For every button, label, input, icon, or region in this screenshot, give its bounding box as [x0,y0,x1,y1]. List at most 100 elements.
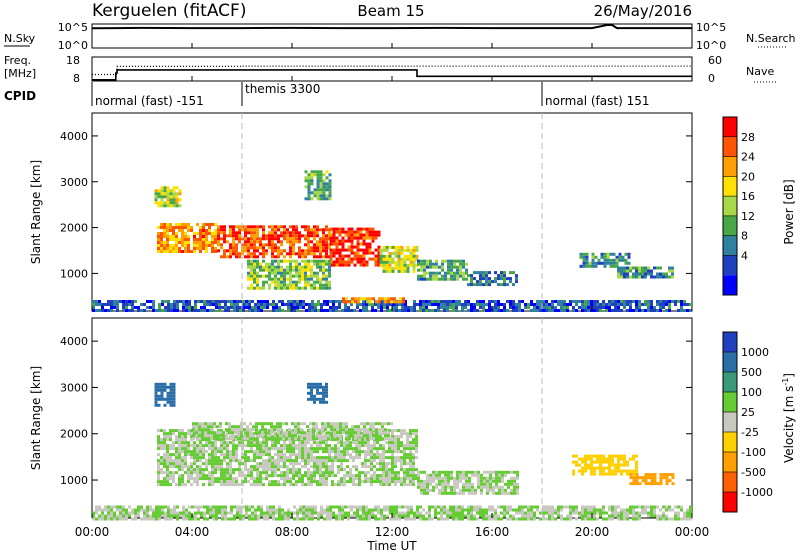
heatmap-cell [128,514,131,518]
heatmap-cell [306,437,309,441]
heatmap-cell [389,309,392,312]
heatmap-cell [455,306,458,309]
heatmap-cell [209,514,212,518]
heatmap-cell [542,505,545,509]
heatmap-cell [375,431,378,435]
heatmap-cell [417,277,420,281]
x-tick-label: 04:00 [175,525,210,539]
heatmap-cell [274,447,277,451]
heatmap-cell [359,254,363,258]
heatmap-cell [149,514,152,518]
heatmap-cell [332,306,335,309]
heatmap-cell [345,428,348,432]
heatmap-cell [256,225,259,229]
heatmap-cell [178,435,181,439]
heatmap-cell [295,265,298,269]
heatmap-cell [277,262,280,266]
heatmap-cell [325,382,328,386]
heatmap-cell [292,474,295,478]
heatmap-cell [500,309,503,312]
heatmap-cell [280,432,283,436]
heatmap-cell [251,300,254,303]
heatmap-cell [187,229,190,232]
heatmap-cell [322,394,325,398]
heatmap-cell [361,471,364,475]
heatmap-cell [474,473,477,477]
heatmap-cell [236,514,239,518]
heatmap-cell [262,259,265,263]
heatmap-cell [310,173,314,177]
heatmap-cell [175,204,179,208]
heatmap-cell [605,306,608,309]
heatmap-cell [501,473,504,477]
heatmap-cell [292,283,295,287]
heatmap-cell [122,303,125,306]
heatmap-cell [527,514,530,518]
heatmap-cell [280,459,283,463]
heatmap-cell [623,511,626,515]
heatmap-cell [307,240,310,244]
heatmap-cell [322,182,326,186]
heatmap-cell [301,483,304,487]
heatmap-cell [316,179,320,183]
heatmap-cell [175,198,179,202]
heatmap-cell [674,303,677,306]
heatmap-cell [419,505,422,509]
heatmap-cell [255,431,258,435]
heatmap-cell [166,438,169,442]
heatmap-cell [394,465,397,469]
heatmap-cell [617,266,620,270]
colorbar-segment [723,176,737,197]
heatmap-cell [110,517,113,521]
heatmap-cell [404,517,407,521]
heatmap-cell [621,255,625,259]
heatmap-cell [603,261,607,265]
heatmap-cell [494,517,497,521]
heatmap-cell [316,265,319,269]
heatmap-cell [620,303,623,306]
heatmap-cell [318,434,321,438]
heatmap-cell [611,517,614,521]
heatmap-cell [512,514,515,518]
heatmap-cell [647,476,651,480]
heatmap-cell [279,434,282,438]
heatmap-cell [569,517,572,521]
heatmap-cell [437,300,440,303]
heatmap-cell [245,511,248,515]
heatmap-cell [492,491,495,495]
heatmap-cell [182,306,185,309]
heatmap-cell [315,434,318,438]
heatmap-cell [199,471,202,475]
heatmap-cell [260,303,263,306]
heatmap-cell [166,456,169,460]
heatmap-cell [176,514,179,518]
heatmap-cell [404,306,407,309]
heatmap-cell [385,456,388,460]
heatmap-cell [387,300,390,304]
heatmap-cell [471,488,474,492]
heatmap-cell [557,309,560,312]
heatmap-cell [416,508,419,512]
heatmap-cell [450,262,453,266]
heatmap-cell [245,306,248,309]
heatmap-cell [253,286,256,290]
heatmap-cell [515,306,518,309]
heatmap-cell [382,257,386,261]
colorbar-tick-label: 20 [741,170,755,183]
heatmap-cell [310,385,313,389]
heatmap-cell [501,479,504,483]
heatmap-cell [422,306,425,309]
heatmap-cell [465,485,468,489]
heatmap-cell [193,456,196,460]
heatmap-cell [441,265,444,269]
heatmap-cell [581,505,584,509]
heatmap-cell [542,517,545,521]
heatmap-cell [686,511,689,515]
heatmap-cell [247,456,250,460]
heatmap-cell [244,462,247,466]
heatmap-cell [301,453,304,457]
heatmap-cell [199,229,202,232]
heatmap-cell [325,240,328,244]
heatmap-cell [226,477,229,481]
heatmap-cell [277,225,280,229]
